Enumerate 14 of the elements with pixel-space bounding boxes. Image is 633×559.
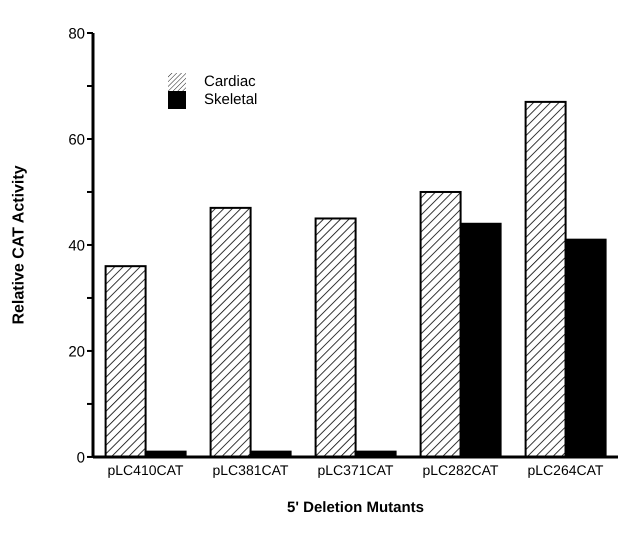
y-axis-title: Relative CAT Activity xyxy=(10,165,28,325)
y-tick-label: 20 xyxy=(68,343,85,360)
x-axis-title: 5' Deletion Mutants xyxy=(287,498,424,516)
x-tick-label: pLC264CAT xyxy=(527,462,604,478)
x-tick-label: pLC371CAT xyxy=(317,462,394,478)
y-tick-label: 0 xyxy=(76,449,85,466)
legend-label: Cardiac xyxy=(204,73,256,90)
legend-label: Skeletal xyxy=(204,91,258,108)
x-tick-label: pLC381CAT xyxy=(212,462,289,478)
y-tick-label: 40 xyxy=(68,237,85,254)
x-tick-label: pLC410CAT xyxy=(107,462,184,478)
y-tick-label: 80 xyxy=(68,25,85,42)
y-tick-label: 60 xyxy=(68,131,85,148)
x-tick-label: pLC282CAT xyxy=(422,462,499,478)
